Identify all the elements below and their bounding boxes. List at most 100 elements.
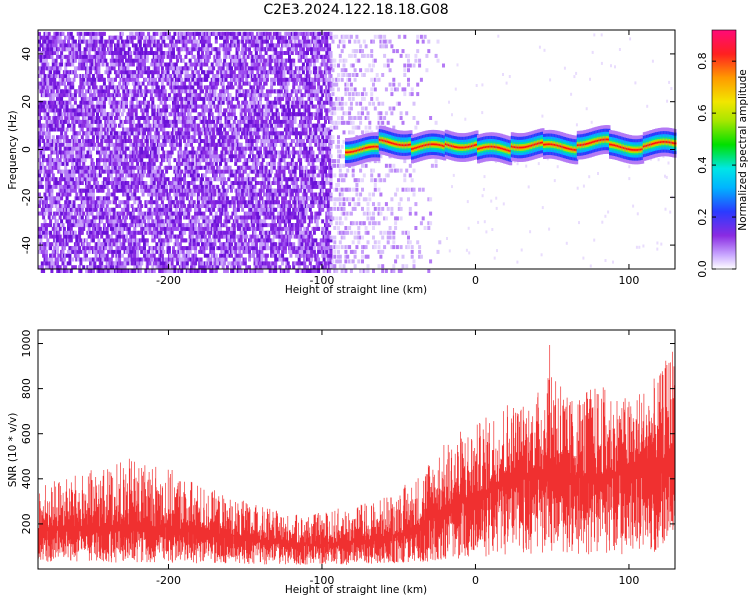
spectrogram-cell	[225, 39, 229, 44]
spectrogram-cell	[203, 223, 207, 228]
spectrogram-cell	[195, 93, 199, 98]
spectrogram-cell	[83, 177, 87, 182]
spectrogram-cell	[87, 211, 91, 216]
spectrogram-cell	[205, 104, 209, 109]
spectrogram-cell	[122, 43, 126, 48]
spectrogram-cell	[221, 173, 225, 178]
spectrogram-cell	[185, 249, 189, 254]
spectrogram-cell	[109, 173, 113, 178]
spectrogram-cell	[232, 196, 236, 201]
spectrogram-cell	[140, 246, 144, 251]
spectrogram-cell	[138, 230, 142, 235]
spectrogram-cell	[169, 207, 173, 212]
spectrogram-cell	[42, 230, 46, 235]
spectrogram-cell	[234, 211, 238, 216]
spectrogram-cell	[42, 269, 46, 273]
spectrogram-cell	[217, 165, 221, 170]
spectrogram-cell	[43, 158, 47, 163]
spectrogram-cell	[187, 173, 191, 178]
spectrogram-cell	[65, 169, 69, 174]
spectrogram-cell	[105, 253, 109, 258]
spectrogram-cell	[194, 253, 198, 258]
spectrogram-cell	[203, 253, 207, 258]
spectrogram-cell	[58, 35, 62, 40]
spectrogram-cell	[60, 219, 64, 224]
spectrogram-cell	[40, 104, 44, 109]
spectrogram-cell	[141, 234, 145, 239]
spectrogram-cell	[104, 246, 108, 251]
spectrogram-cell	[187, 135, 191, 140]
spectrogram-cell	[176, 66, 180, 71]
spectrogram-cell	[100, 219, 104, 224]
spectrogram-cell	[40, 43, 44, 48]
spectrogram-cell	[73, 188, 77, 193]
spectrogram-cell	[126, 93, 130, 98]
spectrogram-cell	[73, 265, 77, 270]
spectrogram-cell	[212, 246, 216, 251]
spectrogram-cell	[78, 35, 82, 40]
spectrogram-cell	[73, 58, 77, 63]
spectrogram-cell	[50, 119, 54, 124]
spectrogram-cell	[89, 257, 93, 262]
spectrogram-cell	[127, 253, 131, 258]
spectrogram-cell	[120, 31, 124, 36]
spectrogram-cell	[105, 158, 109, 163]
spectrogram-cell	[85, 89, 88, 94]
spectrogram-cell	[227, 234, 231, 239]
spectrogram-cell	[196, 51, 200, 55]
spectrogram-cell	[51, 226, 55, 231]
spectrogram-cell	[196, 127, 200, 132]
spectrogram-cell	[173, 249, 177, 254]
spectrogram-cell	[217, 188, 221, 193]
spectrogram-cell	[54, 161, 58, 166]
spectrogram-cell	[72, 77, 76, 82]
spectrogram-cell	[118, 257, 122, 262]
spectrogram-cell	[98, 77, 102, 82]
spectrogram-cell	[97, 161, 101, 166]
spectrogram-cell	[144, 119, 148, 124]
spectrogram-cell	[44, 196, 48, 201]
spectrogram-cell	[207, 219, 211, 224]
spectrogram-cell	[114, 200, 117, 205]
spectrogram-cell	[73, 230, 77, 235]
spectrogram-cell	[102, 146, 106, 151]
spectrogram-cell	[49, 184, 53, 189]
spectrogram-cell	[130, 204, 134, 208]
spectrogram-cell	[71, 161, 75, 166]
spectrogram-cell	[190, 66, 193, 71]
spectrogram-cell	[173, 89, 177, 94]
spectrogram-cell	[199, 131, 203, 136]
spectrogram-cell	[129, 89, 133, 94]
spectrogram-cell	[136, 161, 140, 166]
spectrogram-cell	[185, 47, 189, 52]
spectrogram-cell	[78, 66, 82, 71]
spectrogram-cell	[42, 62, 46, 67]
spectrogram-cell	[108, 85, 112, 90]
spectrogram-cell	[50, 74, 54, 78]
spectrogram-cell	[51, 135, 55, 140]
spectrogram-cell	[202, 226, 206, 231]
spectrogram-cell	[230, 39, 233, 44]
spectrogram-cell	[149, 173, 153, 178]
spectrogram-cell	[100, 196, 104, 201]
spectrogram-cell	[65, 54, 69, 59]
spectrogram-cell	[56, 211, 59, 216]
spectrogram-cell	[61, 112, 65, 117]
spectrogram-cell	[191, 161, 195, 166]
spectrogram-cell	[152, 104, 156, 109]
spectrogram-cell	[217, 204, 221, 208]
spectrogram-cell	[138, 58, 142, 63]
spectrogram-cell	[56, 100, 59, 105]
spectrogram-cell	[159, 242, 163, 247]
spectrogram-cell	[40, 161, 44, 166]
spectrogram-cell	[68, 35, 72, 40]
spectrogram-cell	[94, 43, 98, 48]
spectrogram-cell	[57, 269, 61, 273]
spectrogram-cell	[216, 215, 220, 220]
spectrogram-cell	[47, 31, 51, 36]
spectrogram-cell	[223, 234, 227, 239]
spectrogram-cell	[54, 58, 58, 63]
spectrogram-cell	[223, 93, 227, 98]
spectrogram-cell	[188, 154, 192, 159]
spectrogram-cell	[144, 181, 148, 185]
